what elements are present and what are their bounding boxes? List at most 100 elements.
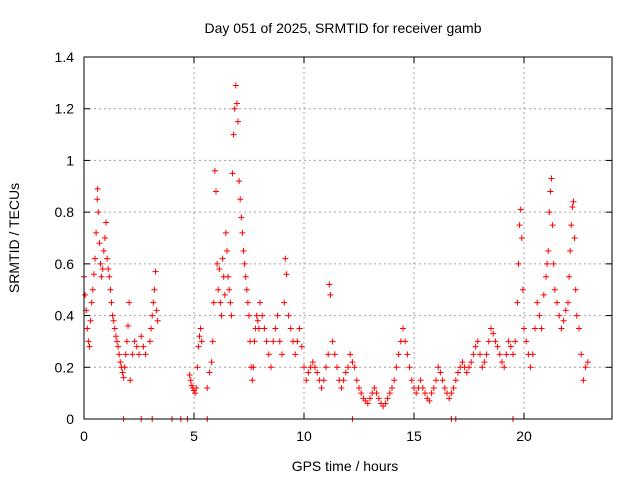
data-point — [544, 260, 551, 267]
data-point — [82, 291, 89, 298]
data-point — [325, 351, 332, 358]
data-point — [115, 343, 122, 350]
data-point — [94, 185, 101, 192]
data-point — [485, 338, 492, 345]
data-point — [413, 390, 420, 397]
data-point — [236, 178, 243, 185]
data-point — [86, 343, 93, 350]
data-point — [233, 100, 240, 107]
data-point — [375, 395, 382, 402]
data-point — [104, 255, 111, 262]
data-point — [116, 351, 123, 358]
data-point — [224, 247, 230, 254]
data-point — [463, 369, 470, 376]
data-point — [151, 286, 158, 293]
data-point — [228, 312, 235, 319]
data-point — [329, 338, 336, 345]
data-point — [358, 390, 365, 397]
x-axis-title: GPS time / hours — [292, 458, 399, 474]
data-point — [213, 188, 219, 195]
data-point — [217, 299, 224, 306]
data-point — [138, 333, 145, 340]
data-point — [241, 260, 248, 267]
data-point — [568, 222, 575, 229]
data-point — [298, 343, 305, 350]
data-point — [274, 312, 281, 319]
data-point — [268, 364, 274, 371]
data-point — [106, 273, 113, 280]
data-point — [545, 247, 552, 254]
data-point — [97, 260, 104, 267]
data-point — [265, 351, 272, 358]
data-point — [510, 351, 516, 358]
data-point — [253, 312, 260, 319]
data-point — [494, 343, 501, 350]
data-point — [468, 359, 475, 366]
x-tick-label: 20 — [516, 428, 532, 444]
data-point — [470, 351, 477, 358]
data-point — [516, 222, 523, 229]
data-point — [483, 351, 490, 358]
data-point — [232, 82, 239, 89]
data-point — [237, 196, 244, 203]
x-tick-label: 10 — [296, 428, 312, 444]
data-point — [548, 175, 555, 182]
data-point — [119, 369, 126, 376]
data-point — [507, 343, 514, 350]
data-point — [499, 359, 505, 366]
data-point — [554, 299, 560, 306]
data-point — [505, 338, 512, 345]
data-point — [373, 390, 380, 397]
data-point — [153, 307, 160, 314]
data-point — [120, 374, 127, 381]
y-tick-label: 0.4 — [55, 308, 75, 324]
data-point — [231, 105, 238, 112]
data-point — [99, 266, 106, 273]
data-point — [419, 384, 426, 391]
data-point — [323, 364, 329, 371]
data-point — [395, 351, 402, 358]
data-point — [481, 359, 488, 366]
data-point — [221, 291, 228, 298]
data-point — [117, 359, 124, 366]
data-point — [527, 364, 534, 371]
data-point — [543, 273, 549, 280]
data-point — [569, 203, 576, 210]
data-point — [382, 400, 389, 407]
data-point — [393, 364, 400, 371]
data-point — [446, 395, 453, 402]
data-point — [338, 384, 345, 391]
data-point — [459, 359, 466, 366]
data-point — [114, 338, 120, 345]
data-point — [547, 188, 554, 195]
data-point — [477, 351, 483, 358]
data-point — [512, 338, 519, 345]
data-point — [353, 377, 360, 384]
data-point — [131, 338, 138, 345]
data-point — [108, 299, 115, 306]
data-point — [121, 364, 128, 371]
data-point — [400, 325, 406, 332]
data-point — [242, 273, 249, 280]
data-point — [123, 338, 130, 345]
data-point — [560, 317, 567, 324]
data-point — [430, 384, 437, 391]
data-point — [195, 343, 202, 350]
data-point — [296, 325, 303, 332]
data-point — [107, 286, 114, 293]
data-point — [194, 364, 201, 371]
data-point — [206, 369, 213, 376]
data-point — [534, 299, 541, 306]
data-point — [126, 299, 133, 306]
data-point — [562, 307, 569, 314]
data-point — [103, 219, 109, 226]
x-tick-label: 15 — [406, 428, 422, 444]
data-point — [550, 260, 557, 267]
data-point — [474, 338, 481, 345]
data-point — [122, 351, 129, 358]
data-point — [110, 317, 117, 324]
data-point — [222, 229, 229, 236]
data-point — [566, 273, 573, 280]
data-point — [196, 333, 203, 340]
